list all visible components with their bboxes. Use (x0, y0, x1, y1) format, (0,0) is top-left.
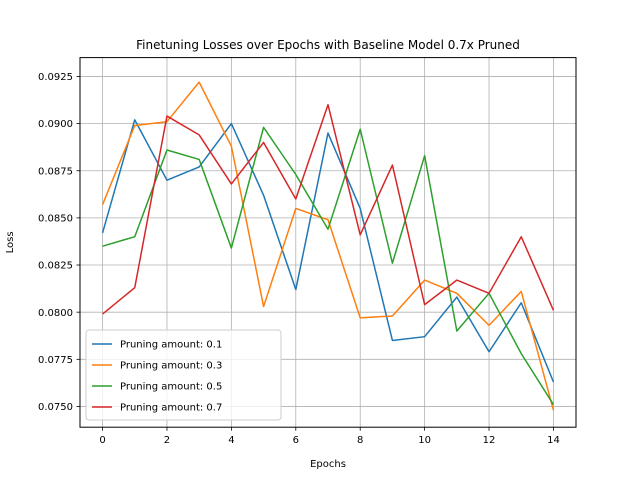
y-axis-label: Loss (5, 231, 16, 253)
y-tick-label: 0.0775 (38, 355, 73, 366)
y-tick-label: 0.0875 (38, 166, 73, 177)
y-tick-label: 0.0825 (38, 261, 73, 272)
plot-area-frame (79, 57, 577, 428)
series-line-2 (102, 126, 555, 405)
series-lines (101, 81, 555, 411)
x-tick-label: 8 (357, 435, 363, 446)
legend-label-2: Pruning amount: 0.5 (120, 382, 222, 393)
x-tick-label: 6 (293, 435, 299, 446)
y-tick-label: 0.0750 (38, 402, 73, 413)
x-tick-label: 0 (99, 435, 105, 446)
series-line-3 (102, 103, 555, 315)
legend-box (85, 329, 282, 421)
legend: Pruning amount: 0.1 Pruning amount: 0.3 Pr… (85, 329, 282, 421)
x-tick-label: 10 (418, 435, 431, 446)
x-tick-label: 4 (228, 435, 234, 446)
x-tick-label: 2 (164, 435, 170, 446)
y-tick-label: 0.0850 (38, 213, 73, 224)
y-tick-label: 0.0800 (38, 308, 73, 319)
x-tick-label: 12 (483, 435, 496, 446)
legend-label-1: Pruning amount: 0.3 (120, 361, 222, 372)
chart-title: Finetuning Losses over Epochs with Basel… (136, 38, 520, 52)
series-line-0 (101, 119, 555, 383)
x-tick-label: 14 (547, 435, 560, 446)
series-line-1 (101, 81, 555, 411)
y-tick-label: 0.0900 (38, 119, 73, 130)
x-axis-label: Epochs (310, 459, 346, 470)
legend-label-0: Pruning amount: 0.1 (120, 340, 222, 351)
legend-label-3: Pruning amount: 0.7 (120, 403, 222, 414)
y-tick-label: 0.0925 (38, 72, 73, 83)
y-axis-ticks: 0.0750 0.0775 0.0800 0.0825 0.0850 0.0875 0.09… (38, 72, 80, 413)
x-axis-ticks: 0 2 4 6 8 10 12 14 (99, 427, 560, 446)
